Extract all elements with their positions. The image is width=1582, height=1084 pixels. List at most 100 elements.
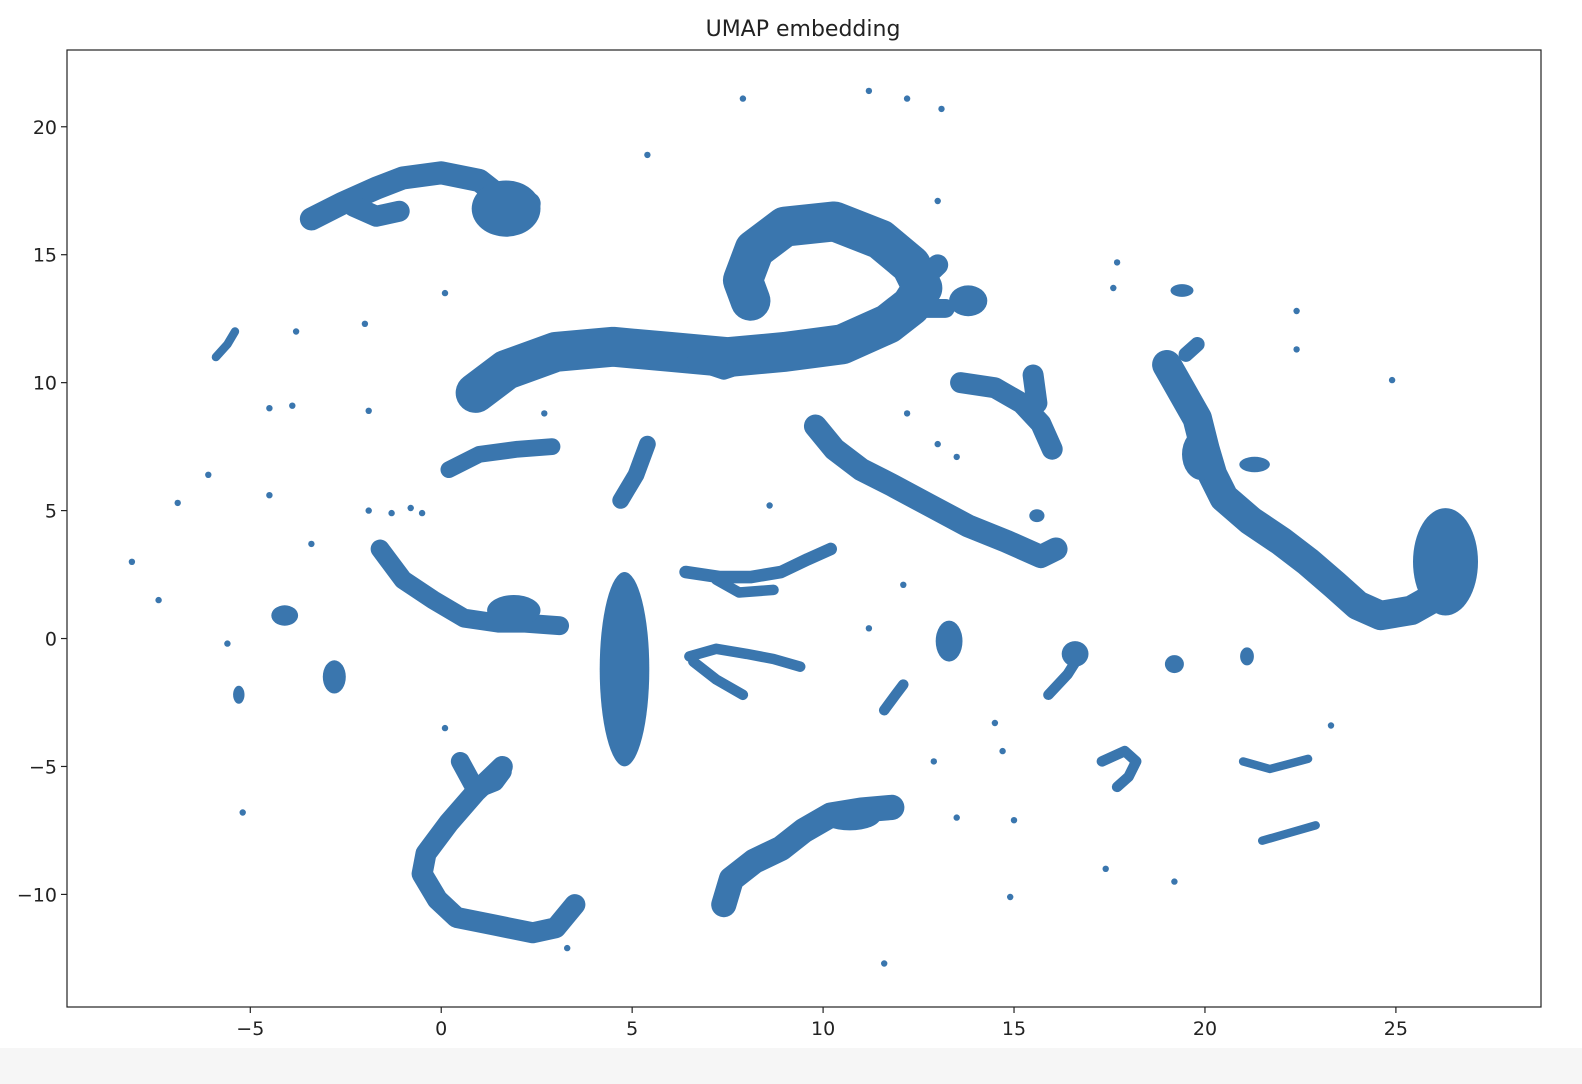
point-cluster — [1239, 456, 1270, 473]
data-point — [365, 407, 372, 414]
x-tick-label: 20 — [1193, 1018, 1217, 1040]
data-point — [1110, 284, 1117, 292]
point-cluster — [233, 685, 245, 704]
point-cluster — [322, 660, 346, 694]
data-point — [224, 640, 231, 647]
point-cluster — [1029, 509, 1045, 523]
data-point — [938, 105, 945, 113]
y-tick-label: 5 — [45, 501, 57, 523]
y-axis: −10 −5 0 5 10 15 20 — [17, 117, 67, 906]
y-tick-label: −5 — [29, 756, 57, 778]
data-point — [205, 471, 212, 478]
y-tick-label: 15 — [33, 245, 57, 267]
point-cluster — [1022, 364, 1048, 414]
x-tick-label: 15 — [1002, 1018, 1026, 1040]
data-point — [1293, 307, 1300, 315]
data-point — [564, 944, 571, 952]
data-point — [644, 151, 651, 159]
data-point — [739, 95, 747, 102]
data-point — [865, 625, 873, 632]
data-point — [865, 87, 873, 95]
point-cluster — [1061, 641, 1089, 667]
data-point — [1010, 817, 1018, 824]
point-cluster — [688, 656, 749, 701]
data-point — [953, 453, 960, 461]
data-point — [881, 960, 888, 967]
y-tick-label: 20 — [33, 117, 57, 139]
data-point — [1171, 878, 1178, 885]
point-cluster — [1238, 754, 1313, 774]
x-tick-label: 0 — [435, 1018, 447, 1040]
data-point — [308, 540, 315, 548]
point-cluster — [950, 372, 1063, 460]
x-axis: −5 0 5 10 15 20 25 — [236, 1007, 1408, 1040]
plot-frame — [66, 49, 1542, 1008]
point-cluster — [1413, 508, 1478, 616]
data-point — [365, 507, 372, 514]
y-tick-label: −10 — [17, 884, 57, 906]
data-point — [953, 814, 960, 821]
point-cluster — [684, 643, 806, 672]
data-point — [418, 509, 426, 517]
data-point — [239, 809, 246, 816]
data-point — [934, 197, 941, 205]
point-cluster — [599, 572, 650, 767]
point-cluster — [1152, 350, 1449, 631]
bottom-strip — [0, 1048, 1582, 1084]
data-point — [128, 558, 136, 565]
point-cluster — [803, 414, 1068, 569]
data-point — [934, 440, 941, 448]
data-point — [1293, 346, 1300, 353]
data-point — [999, 747, 1006, 755]
data-point — [1327, 722, 1335, 729]
point-cluster — [819, 804, 881, 831]
point-cluster — [487, 595, 541, 626]
data-point — [766, 502, 773, 509]
x-tick-label: −5 — [236, 1018, 264, 1040]
data-point — [1113, 259, 1121, 266]
point-cluster — [612, 435, 656, 509]
x-tick-label: 5 — [626, 1018, 638, 1040]
data-point — [903, 410, 911, 417]
point-cluster — [685, 354, 762, 380]
data-point — [289, 402, 296, 409]
point-cluster — [1164, 655, 1184, 674]
data-point — [388, 509, 395, 517]
data-point — [407, 504, 414, 512]
point-cluster — [878, 679, 909, 716]
data-point — [900, 581, 907, 588]
point-cluster — [949, 285, 988, 317]
data-point — [441, 724, 449, 732]
point-cluster — [900, 254, 949, 301]
data-point — [1388, 376, 1396, 384]
data-point — [266, 405, 273, 412]
y-tick-label: 0 — [45, 629, 57, 651]
point-cluster — [1096, 745, 1142, 793]
data-point — [266, 492, 273, 499]
data-point — [1102, 865, 1109, 872]
data-point — [155, 596, 162, 604]
point-cluster — [1170, 284, 1194, 297]
data-point — [292, 328, 300, 335]
x-tick-label: 10 — [811, 1018, 835, 1040]
data-point — [991, 719, 999, 727]
point-cluster — [211, 327, 240, 362]
y-tick-label: 10 — [33, 373, 57, 395]
data-point — [903, 95, 911, 102]
point-cluster — [1182, 428, 1221, 480]
point-cluster — [1258, 821, 1320, 845]
point-cluster — [411, 756, 586, 944]
point-cluster — [440, 438, 561, 478]
point-cluster — [679, 542, 837, 584]
data-point — [361, 320, 369, 327]
data-point — [1007, 893, 1014, 901]
point-cluster — [342, 195, 410, 227]
point-cluster — [471, 180, 541, 237]
point-cluster — [1178, 336, 1205, 362]
point-cluster — [710, 574, 779, 598]
data-point — [930, 758, 937, 765]
point-cluster — [935, 620, 963, 662]
chart-title: UMAP embedding — [706, 17, 901, 42]
data-point — [174, 499, 181, 507]
